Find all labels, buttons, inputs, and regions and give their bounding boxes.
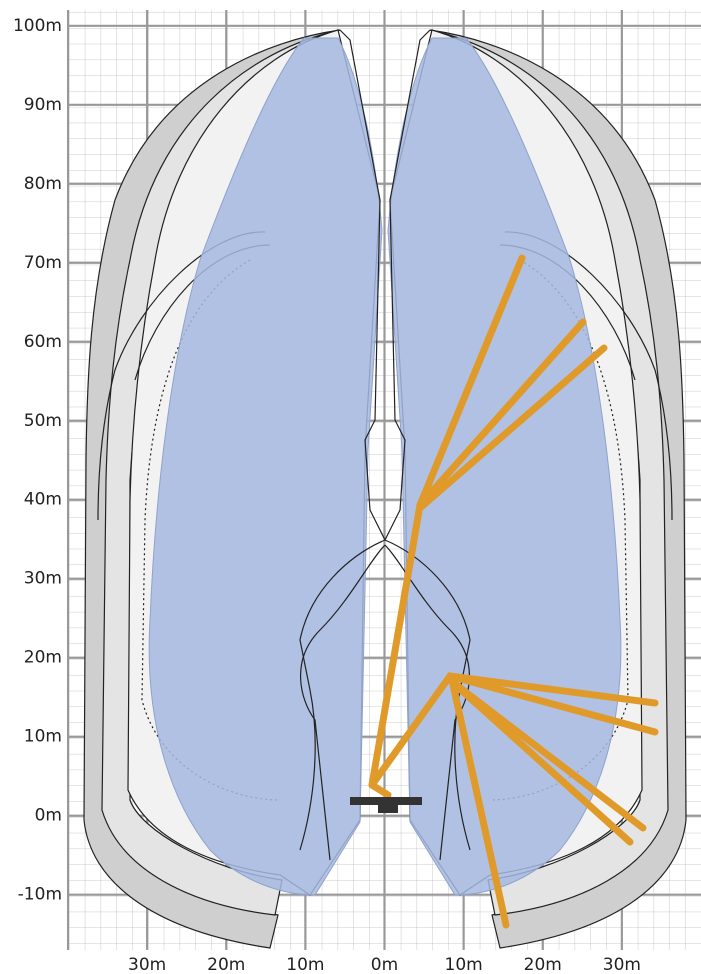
- y-tick-label: 20m: [24, 648, 62, 668]
- x-tick-label: 10m: [286, 955, 324, 974]
- y-tick-label: 0m: [35, 806, 62, 826]
- y-tick-label: 30m: [24, 569, 62, 589]
- y-tick-label: -10m: [18, 885, 62, 905]
- x-tick-label: 30m: [128, 955, 166, 974]
- y-tick-label: 40m: [24, 490, 62, 510]
- x-tick-label: 10m: [445, 955, 483, 974]
- x-tick-label: 0m: [371, 955, 398, 974]
- x-tick-label: 30m: [603, 955, 641, 974]
- x-tick-label: 20m: [524, 955, 562, 974]
- y-tick-label: 10m: [24, 727, 62, 747]
- reach-envelope-left: [83, 29, 386, 949]
- y-tick-label: 70m: [24, 253, 62, 273]
- y-tick-label: 90m: [24, 95, 62, 115]
- y-tick-label: 80m: [24, 174, 62, 194]
- y-tick-label: 60m: [24, 332, 62, 352]
- booms: [350, 254, 659, 929]
- y-tick-label: 100m: [13, 16, 62, 36]
- x-tick-label: 20m: [207, 955, 245, 974]
- y-tick-label: 50m: [24, 411, 62, 431]
